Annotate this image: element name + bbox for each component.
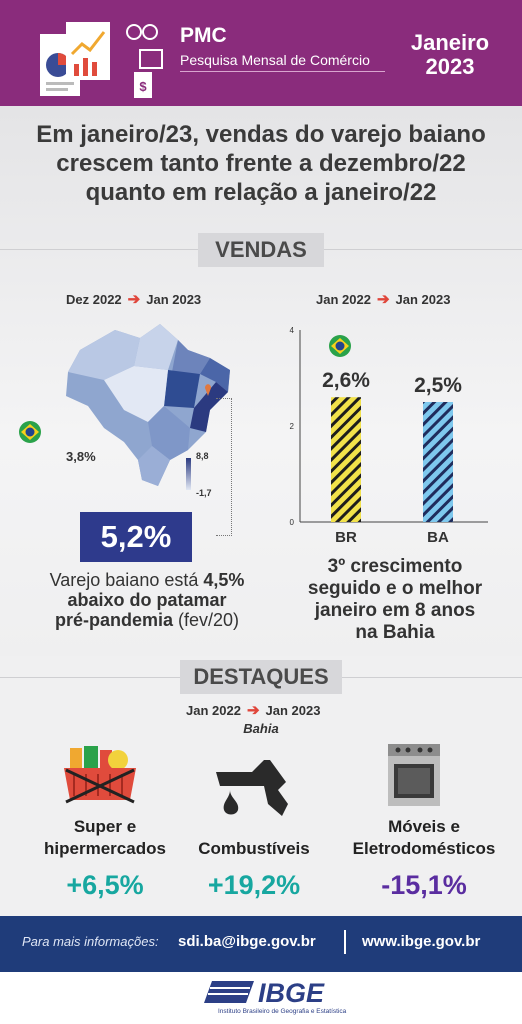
logo-area (0, 972, 522, 1024)
note-line-3-bold: pré-pandemia (54, 610, 173, 630)
destaques-period: Jan 2022 ➔ Jan 2023 (186, 701, 320, 719)
header-month: Janeiro (410, 30, 490, 55)
header-divider (180, 71, 385, 72)
footer-bar (0, 916, 522, 972)
y-tick-label: 0 (290, 518, 295, 527)
left-period: Dez 2022 ➔ Jan 2023 (66, 290, 201, 308)
ibge-logo-subtitle: Instituto Brasileiro de Geografia e Esta… (218, 1008, 347, 1015)
map-legend-max: 8,8 (196, 451, 209, 461)
right-period: Jan 2022 ➔ Jan 2023 (316, 290, 450, 308)
footer-website-link[interactable]: www.ibge.gov.br (362, 933, 481, 950)
left-period-to: Jan 2023 (146, 291, 202, 307)
bahia-pct-box: 5,2% (80, 512, 192, 562)
header-year: 2023 (425, 54, 475, 79)
highlight-appliances-line-1: Móveis e (388, 817, 460, 836)
header-subtitle: Pesquisa Mensal de Comércio (180, 52, 370, 68)
y-tick-label: 4 (290, 326, 295, 335)
growth-note-line-1: 3º crescimento (327, 556, 463, 577)
shopping-basket-icon (64, 746, 136, 804)
stove-icon (388, 744, 440, 806)
headline-line-3: quanto em relação a janeiro/22 (85, 179, 437, 206)
brazil-map (66, 324, 230, 486)
location-pin-icon (205, 384, 211, 396)
pre-pandemic-note: Varejo baiano está 4,5% abaixo do patama… (22, 570, 272, 630)
ibge-logo-text: IBGE (258, 978, 325, 1008)
y-tick-label: 2 (290, 422, 295, 431)
footer-info-label: Para mais informações: (22, 934, 159, 949)
note-pre: Varejo baiano está (49, 570, 204, 590)
headline-line-1: Em janeiro/23, vendas do varejo baiano (36, 121, 486, 148)
bar-ba (423, 402, 453, 522)
data-label-ba: 2,5% (414, 374, 462, 397)
highlight-appliances-line-2: Eletrodomésticos (352, 839, 496, 858)
left-period-from: Dez 2022 (66, 291, 122, 307)
fuel-nozzle-icon (216, 760, 288, 816)
destaques-section-label: DESTAQUES (180, 660, 342, 694)
growth-note-line-3: janeiro em 8 anos (314, 600, 476, 621)
footer-email-link[interactable]: sdi.ba@ibge.gov.br (178, 933, 316, 950)
highlight-super-line-1: Super e (73, 817, 137, 836)
destaques-region: Bahia (243, 721, 279, 736)
highlight-fuel-label: Combustíveis (198, 839, 310, 858)
map-legend-min: -1,7 (196, 488, 212, 498)
bar-br (331, 397, 361, 522)
highlight-appliances-label: Móveis e Eletrodomésticos (336, 816, 512, 860)
highlight-super-label: Super e hipermercados (40, 816, 170, 860)
growth-note-line-2: seguido e o melhor (307, 578, 483, 599)
note-pct: 4,5% (203, 570, 245, 590)
growth-note: 3º crescimento seguido e o melhor janeir… (290, 556, 500, 644)
arrow-icon: ➔ (127, 291, 141, 308)
note-line-2: abaixo do patamar (67, 590, 227, 610)
ibge-logo-icon (204, 981, 254, 1003)
highlight-fuel-value: +19,2% (207, 870, 301, 900)
arrow-icon: ➔ (376, 291, 390, 308)
brazil-flag-icon (329, 335, 351, 357)
destaques-period-from: Jan 2022 (186, 702, 241, 718)
brazil-flag-icon (19, 421, 41, 443)
map-callout-line (216, 398, 232, 536)
map-legend-bar (186, 458, 191, 490)
destaques-period-to: Jan 2023 (265, 702, 321, 718)
data-label-br: 2,6% (322, 369, 370, 392)
headline-line-2: crescem tanto frente a dezembro/22 (56, 150, 466, 177)
svg-text:$: $ (139, 79, 147, 94)
brazil-pct-left: 3,8% (66, 449, 96, 464)
category-label-br: BR (335, 529, 357, 546)
category-label-ba: BA (427, 529, 449, 546)
growth-note-line-4: na Bahia (355, 622, 435, 643)
note-line-3-rest: (fev/20) (173, 610, 240, 630)
right-period-from: Jan 2022 (316, 291, 371, 307)
report-icon: $ (40, 22, 163, 98)
vendas-bar-chart: 0 2 4 2,6% BR 2,5% BA (290, 326, 488, 546)
vendas-section-label: VENDAS (198, 233, 324, 267)
highlight-appliances-value: -15,1% (381, 870, 467, 900)
footer-separator (344, 930, 346, 954)
right-period-to: Jan 2023 (395, 291, 451, 307)
highlight-super-line-2: hipermercados (44, 839, 166, 858)
header-title: PMC (180, 24, 227, 47)
arrow-icon: ➔ (246, 702, 260, 719)
highlight-super-value: +6,5% (66, 870, 144, 900)
headline: Em janeiro/23, vendas do varejo baiano c… (0, 120, 522, 207)
